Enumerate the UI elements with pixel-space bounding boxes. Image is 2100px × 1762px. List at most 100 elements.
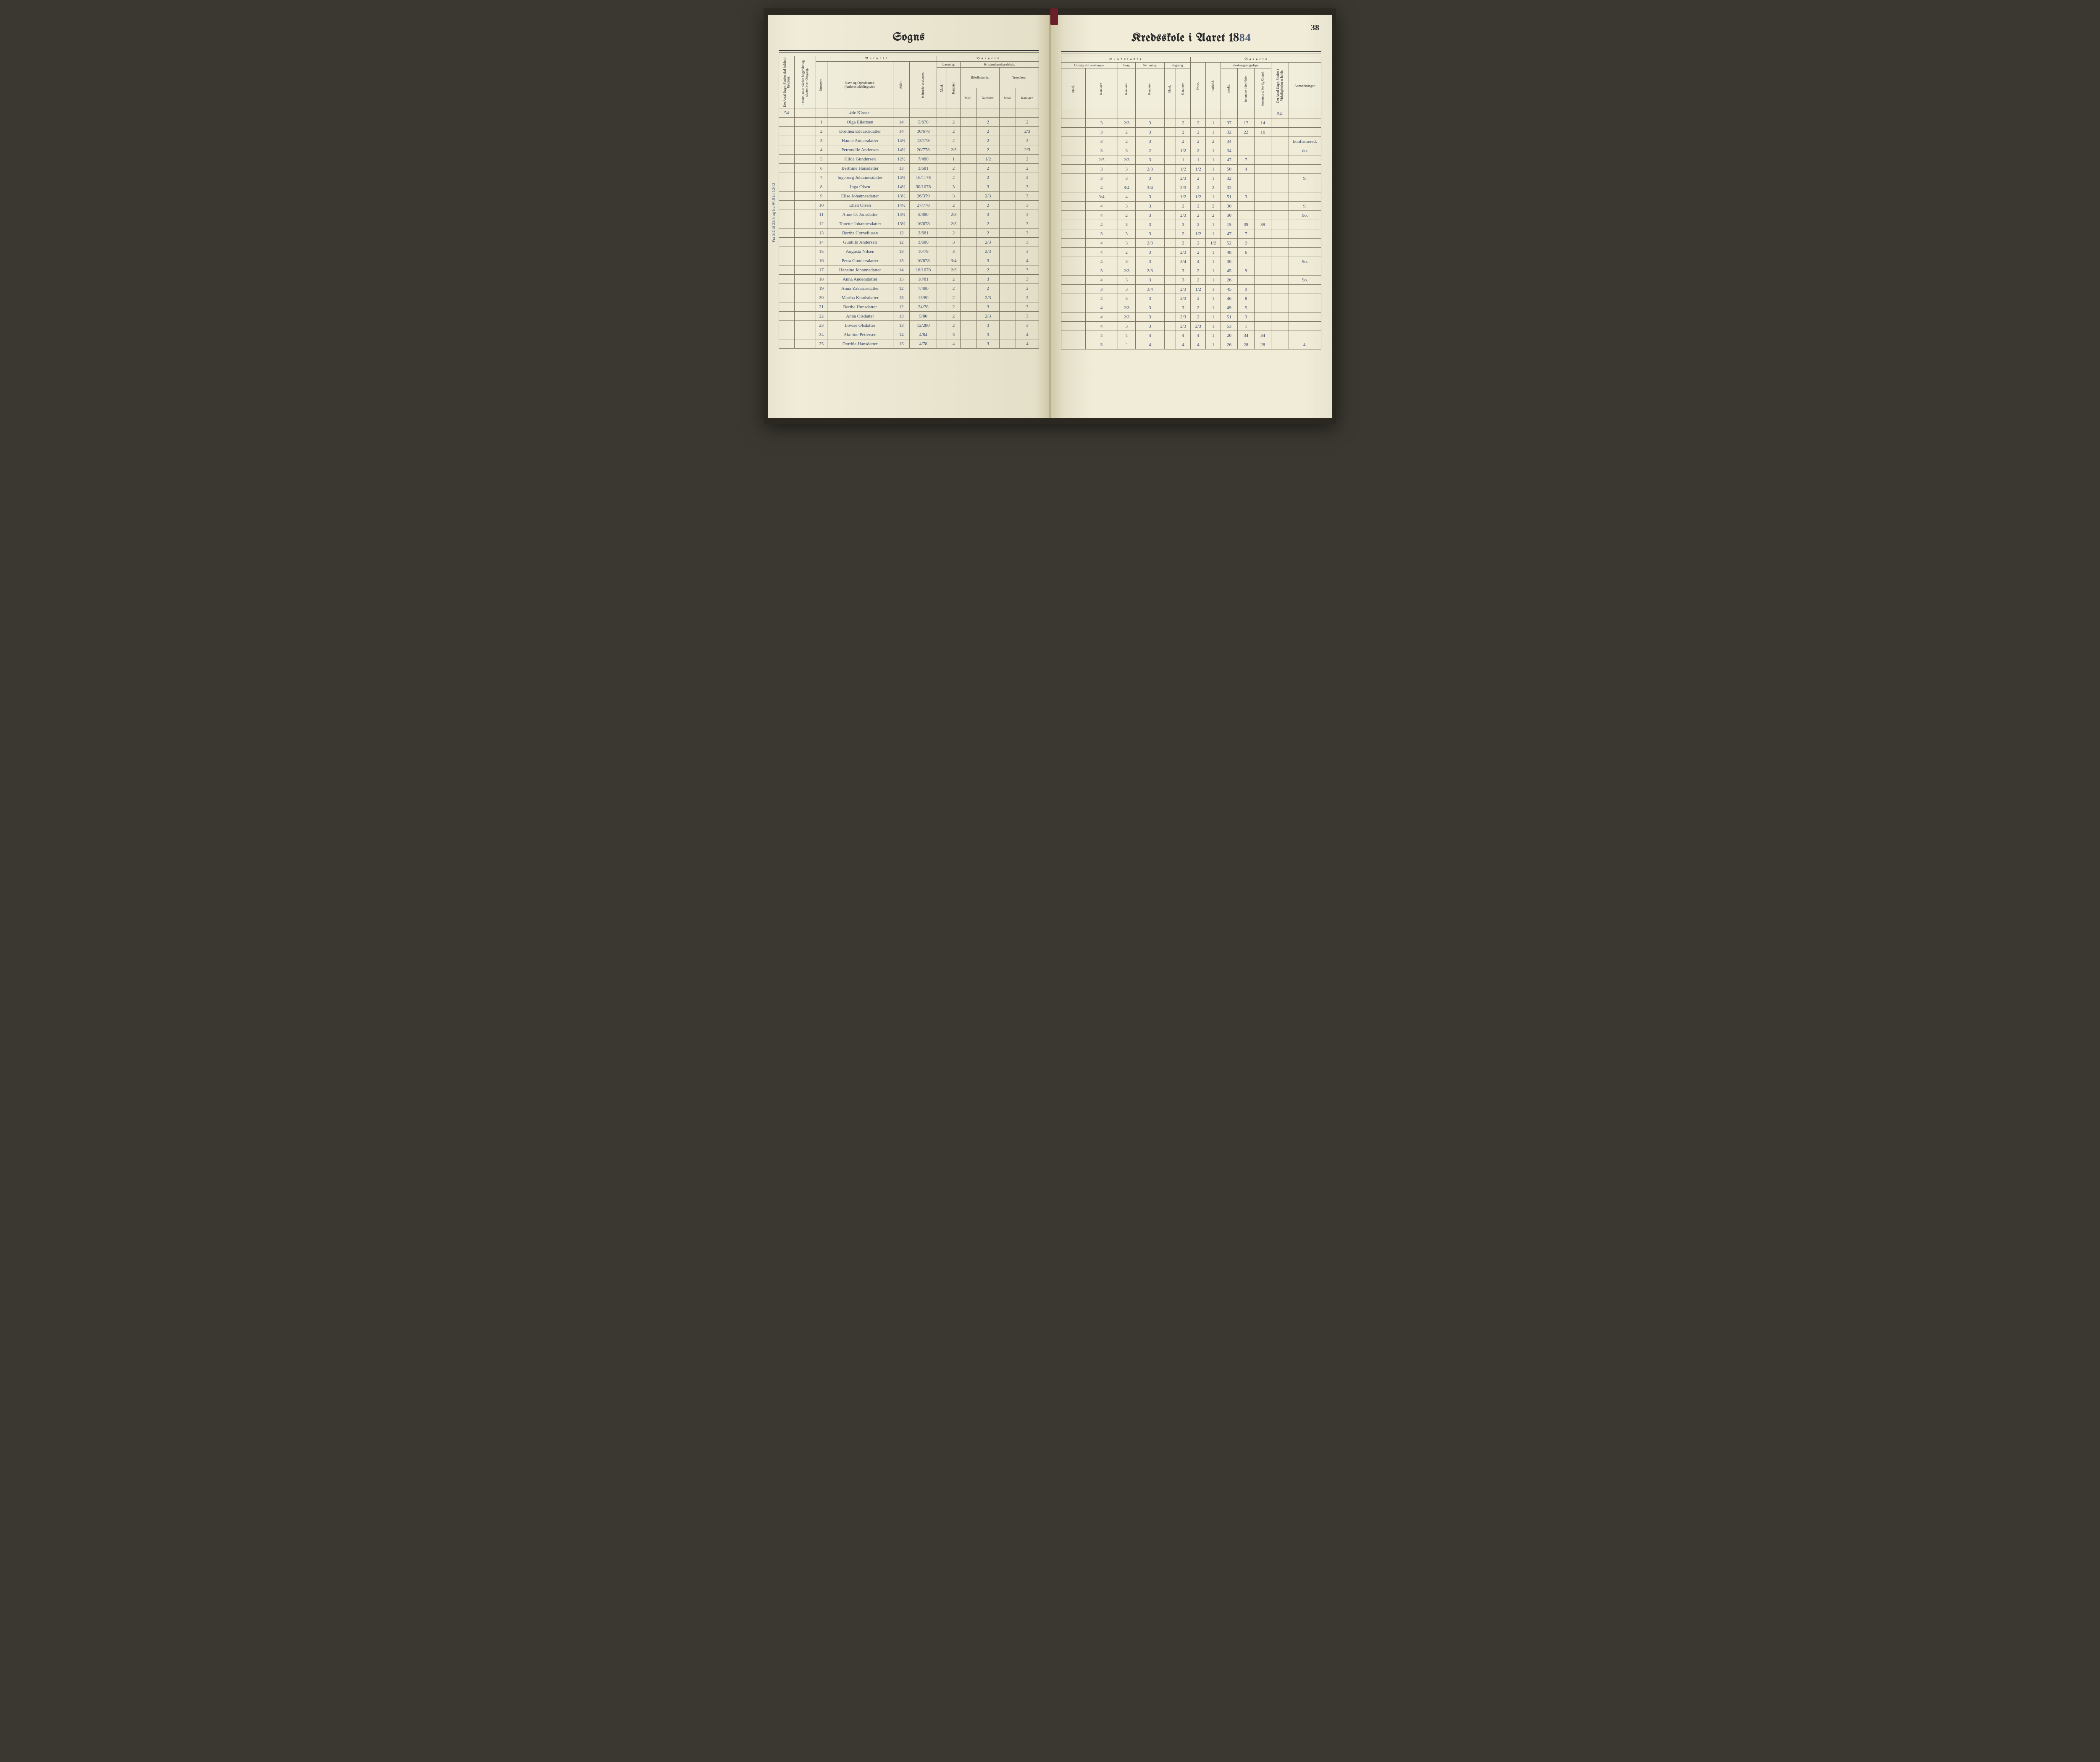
cell: 2 <box>947 321 961 330</box>
cell: 2/3 <box>1191 322 1206 331</box>
cell <box>937 312 947 321</box>
cell <box>1061 155 1086 165</box>
table-row: 7Ingeborg Johannesdatter14½16/1178222 <box>779 173 1039 182</box>
cell-name: Petra Gundersdatter <box>827 256 893 265</box>
sec-barnets-1: B a r n e t s <box>816 56 937 62</box>
col-sa-kar: Karakter. <box>1118 68 1135 109</box>
cell <box>1000 265 1016 275</box>
cell-age: 13 <box>893 321 910 330</box>
cell: 1/2 <box>1191 165 1206 174</box>
cell <box>1238 211 1255 220</box>
cell-dob: 26/379 <box>910 192 937 201</box>
cell: 30 <box>1221 257 1237 266</box>
cell: 3 <box>1135 128 1164 137</box>
cell: 2 <box>1191 248 1206 257</box>
cell: 5 <box>1085 340 1118 349</box>
cell-name: Ellen Olsen <box>827 201 893 210</box>
cell <box>1135 109 1164 118</box>
cell: 15 <box>1221 220 1237 229</box>
cell: 3 <box>1135 229 1164 239</box>
cell: 4 <box>1135 340 1164 349</box>
cell-dob: 10/81 <box>910 275 937 284</box>
cell-dob: 20/778 <box>910 145 937 155</box>
cell: 53 <box>1221 322 1237 331</box>
cell: 34 <box>1221 137 1237 146</box>
cell: 1 <box>1206 220 1221 229</box>
cell-age: 14 <box>893 265 910 275</box>
cell-age: 14½ <box>893 210 910 219</box>
cell-age: 13 <box>893 293 910 302</box>
cell <box>960 219 976 228</box>
cell: 2/3 <box>1016 145 1039 155</box>
table-row: 2Dorthea Edvardsdatter1430/678222/3 <box>779 127 1039 136</box>
cell <box>1164 128 1176 137</box>
cell: 2 <box>976 201 1000 210</box>
cell: 3 <box>1238 312 1255 322</box>
cell: 4 <box>1085 211 1118 220</box>
cell <box>937 256 947 265</box>
col-l-maal: Maal. <box>937 68 947 108</box>
table-row: 14Gunhild Andersen123/68032/33 <box>779 238 1039 247</box>
table-row: 3Hanne Andersdatter14½13/178223 <box>779 136 1039 145</box>
cell: 45 <box>1221 266 1237 276</box>
cell <box>1061 118 1086 128</box>
cell: 4 <box>1176 331 1191 340</box>
cell <box>1000 192 1016 201</box>
cell <box>937 182 947 192</box>
cell: 3 <box>1118 174 1135 183</box>
cell <box>779 210 795 219</box>
cell <box>1000 127 1016 136</box>
cell: 3 <box>976 302 1000 312</box>
cell: 2/3 <box>976 312 1000 321</box>
cell-note <box>1289 155 1321 165</box>
cell-age: 15 <box>893 339 910 349</box>
col-regning: Regning. <box>1164 63 1191 68</box>
cell: 1/2 <box>976 155 1000 164</box>
cell: 14 <box>1255 118 1271 128</box>
cell-dob: 4/84 <box>910 330 937 339</box>
cell-num: 6 <box>816 164 827 173</box>
cell: 45 <box>1221 285 1237 294</box>
cell: 2 <box>976 127 1000 136</box>
table-row: 12Tonette Johannesdatter13½16/6782/323 <box>779 219 1039 228</box>
cell: 50 <box>1221 165 1237 174</box>
col-troes: Troeslære. <box>1000 68 1039 88</box>
cell <box>1000 155 1016 164</box>
cell <box>779 118 795 127</box>
cell <box>1164 202 1176 211</box>
cell <box>1238 202 1255 211</box>
table-row: 5Hilda Gundersen12½7/48011/22 <box>779 155 1039 164</box>
cell: 3 <box>976 321 1000 330</box>
cell <box>1191 109 1206 118</box>
cell: 4 <box>1016 339 1039 349</box>
cell <box>1000 339 1016 349</box>
cell: 2 <box>1016 118 1039 127</box>
cell <box>795 155 816 164</box>
table-row: 433321153939 <box>1061 220 1321 229</box>
cell: 1 <box>1206 294 1221 303</box>
cell-name: Martha Knudsdatter <box>827 293 893 302</box>
cell: 2 <box>1191 128 1206 137</box>
cell <box>779 155 795 164</box>
cell: 2 <box>1118 128 1135 137</box>
cell: 2 <box>1118 137 1135 146</box>
cell-age: 14 <box>893 330 910 339</box>
table-row: 3321/22134do. <box>1061 146 1321 155</box>
cell: 3 <box>1135 192 1164 202</box>
cell <box>937 339 947 349</box>
cell-name: Bertha Corneliusen <box>827 228 893 238</box>
cell: 2/3 <box>1118 312 1135 322</box>
sec-kundskaber: K u n d s k a b e r. <box>1061 57 1191 63</box>
cell: 3 <box>1016 321 1039 330</box>
cell-num: 10 <box>816 201 827 210</box>
cell <box>779 238 795 247</box>
cell <box>1271 202 1289 211</box>
cell: 46 <box>1221 294 1237 303</box>
cell-age: 12 <box>893 238 910 247</box>
cell-age: 13 <box>893 164 910 173</box>
cell: 3/4 <box>1176 257 1191 266</box>
cell: 2/3 <box>1176 174 1191 183</box>
col-kristendom: Kristendomskundskab. <box>960 62 1039 68</box>
cell <box>1255 312 1271 322</box>
cell <box>1000 182 1016 192</box>
